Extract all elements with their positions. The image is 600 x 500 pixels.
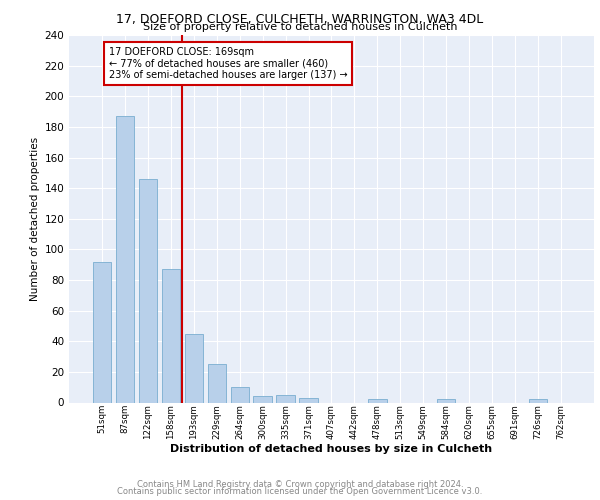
Bar: [368, 400, 386, 402]
Text: Size of property relative to detached houses in Culcheth: Size of property relative to detached ho…: [143, 22, 457, 32]
Bar: [185, 334, 203, 402]
Text: 17, DOEFORD CLOSE, CULCHETH, WARRINGTON, WA3 4DL: 17, DOEFORD CLOSE, CULCHETH, WARRINGTON,…: [116, 12, 484, 26]
Bar: [277, 395, 295, 402]
Bar: [208, 364, 226, 403]
Bar: [162, 270, 180, 402]
Bar: [230, 387, 249, 402]
X-axis label: Distribution of detached houses by size in Culcheth: Distribution of detached houses by size …: [170, 444, 493, 454]
Bar: [299, 398, 318, 402]
Bar: [437, 400, 455, 402]
Bar: [139, 179, 157, 402]
Text: 17 DOEFORD CLOSE: 169sqm
← 77% of detached houses are smaller (460)
23% of semi-: 17 DOEFORD CLOSE: 169sqm ← 77% of detach…: [109, 48, 347, 80]
Text: Contains HM Land Registry data © Crown copyright and database right 2024.: Contains HM Land Registry data © Crown c…: [137, 480, 463, 489]
Bar: [529, 400, 547, 402]
Bar: [93, 262, 111, 402]
Bar: [253, 396, 272, 402]
Bar: [116, 116, 134, 403]
Y-axis label: Number of detached properties: Number of detached properties: [30, 136, 40, 301]
Text: Contains public sector information licensed under the Open Government Licence v3: Contains public sector information licen…: [118, 487, 482, 496]
